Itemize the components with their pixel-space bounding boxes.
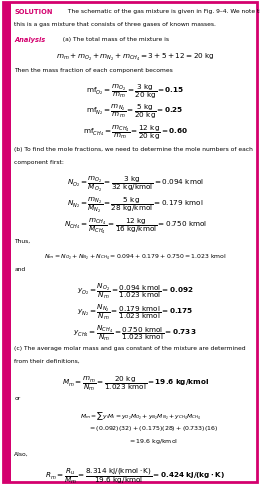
- Text: SOLUTION: SOLUTION: [14, 9, 53, 15]
- Text: $\mathrm{mf}_{CH_4} = \dfrac{m_{CH_4}}{m_m} = \dfrac{12\ \mathrm{kg}}{20\ \mathr: $\mathrm{mf}_{CH_4} = \dfrac{m_{CH_4}}{m…: [83, 124, 188, 142]
- Text: $\mathrm{mf}_{O_2} = \dfrac{m_{O_2}}{m_m} = \dfrac{3\ \mathrm{kg}}{20\ \mathrm{k: $\mathrm{mf}_{O_2} = \dfrac{m_{O_2}}{m_m…: [86, 82, 184, 101]
- Text: $N_{O_2} = \dfrac{m_{O_2}}{M_{O_2}} = \dfrac{3\ \mathrm{kg}}{32\ \mathrm{kg/kmol: $N_{O_2} = \dfrac{m_{O_2}}{M_{O_2}} = \d…: [67, 175, 204, 194]
- Text: Also,: Also,: [14, 452, 29, 457]
- Text: $N_{CH_4} = \dfrac{m_{CH_4}}{M_{CH_4}} = \dfrac{12\ \mathrm{kg}}{16\ \mathrm{kg/: $N_{CH_4} = \dfrac{m_{CH_4}}{M_{CH_4}} =…: [64, 216, 207, 236]
- Text: or: or: [14, 396, 21, 401]
- Text: $y_{O_2} = \dfrac{N_{O_2}}{N_m} = \dfrac{0.094\ \mathrm{kmol}}{1.023\ \mathrm{km: $y_{O_2} = \dfrac{N_{O_2}}{N_m} = \dfrac…: [77, 282, 193, 301]
- Text: $= 19.6\ \mathrm{kg/kmol}$: $= 19.6\ \mathrm{kg/kmol}$: [128, 437, 178, 446]
- Text: Analysis: Analysis: [14, 37, 46, 43]
- Text: (a) The total mass of the mixture is: (a) The total mass of the mixture is: [59, 37, 169, 42]
- Text: this is a gas mixture that consists of three gases of known masses.: this is a gas mixture that consists of t…: [14, 22, 216, 27]
- Text: $N_{N_2} = \dfrac{m_{N_2}}{M_{N_2}} = \dfrac{5\ \mathrm{kg}}{28\ \mathrm{kg/kmol: $N_{N_2} = \dfrac{m_{N_2}}{M_{N_2}} = \d…: [67, 196, 203, 215]
- Text: The schematic of the gas mixture is given in Fig. 9–4. We note that: The schematic of the gas mixture is give…: [66, 9, 260, 14]
- Text: $N_m = N_{O_2} + N_{N_2} + N_{CH_4} = 0.094 + 0.179 + 0.750 = 1.023\ \mathrm{kmo: $N_m = N_{O_2} + N_{N_2} + N_{CH_4} = 0.…: [44, 252, 226, 262]
- Text: and: and: [14, 267, 25, 272]
- Bar: [3, 2, 11, 482]
- Text: $M_m = \dfrac{m_m}{N_m} = \dfrac{20\ \mathrm{kg}}{1.023\ \mathrm{kmol}} = \mathb: $M_m = \dfrac{m_m}{N_m} = \dfrac{20\ \ma…: [62, 374, 209, 393]
- Text: component first:: component first:: [14, 160, 64, 165]
- Text: $R_m = \dfrac{R_u}{M_m} = \dfrac{8.314\ \mathrm{kJ/(kmol\cdot K)}}{19.6\ \mathrm: $R_m = \dfrac{R_u}{M_m} = \dfrac{8.314\ …: [45, 467, 225, 484]
- Text: $y_{N_2} = \dfrac{N_{N_2}}{N_m} = \dfrac{0.179\ \mathrm{kmol}}{1.023\ \mathrm{km: $y_{N_2} = \dfrac{N_{N_2}}{N_m} = \dfrac…: [77, 302, 193, 322]
- Text: from their definitions,: from their definitions,: [14, 359, 80, 364]
- Text: Thus,: Thus,: [14, 239, 30, 243]
- Text: (b) To find the mole fractions, we need to determine the mole numbers of each: (b) To find the mole fractions, we need …: [14, 147, 253, 151]
- Text: $M_m = \sum y_i M_i = y_{O_2}M_{O_2} + y_{N_2}M_{N_2} + y_{CH_4}M_{CH_4}$: $M_m = \sum y_i M_i = y_{O_2}M_{O_2} + y…: [80, 410, 201, 422]
- Text: $y_{CH_4} = \dfrac{N_{CH_4}}{N_m} = \dfrac{0.750\ \mathrm{kmol}}{1.023\ \mathrm{: $y_{CH_4} = \dfrac{N_{CH_4}}{N_m} = \dfr…: [74, 323, 197, 343]
- Text: $\mathrm{mf}_{N_2} = \dfrac{m_{N_2}}{m_m} = \dfrac{5\ \mathrm{kg}}{20\ \mathrm{k: $\mathrm{mf}_{N_2} = \dfrac{m_{N_2}}{m_m…: [87, 103, 184, 121]
- Text: Then the mass fraction of each component becomes: Then the mass fraction of each component…: [14, 68, 173, 73]
- Text: $m_m + m_{O_2} + m_{N_2} + m_{CH_4} = 3 + 5 + 12 = 20\ \mathrm{kg}$: $m_m + m_{O_2} + m_{N_2} + m_{CH_4} = 3 …: [56, 52, 214, 63]
- Text: (c) The average molar mass and gas constant of the mixture are determined: (c) The average molar mass and gas const…: [14, 346, 246, 351]
- Text: $= (0.092)(32) + (0.175)(28) + (0.733)(16)$: $= (0.092)(32) + (0.175)(28) + (0.733)(1…: [88, 424, 219, 433]
